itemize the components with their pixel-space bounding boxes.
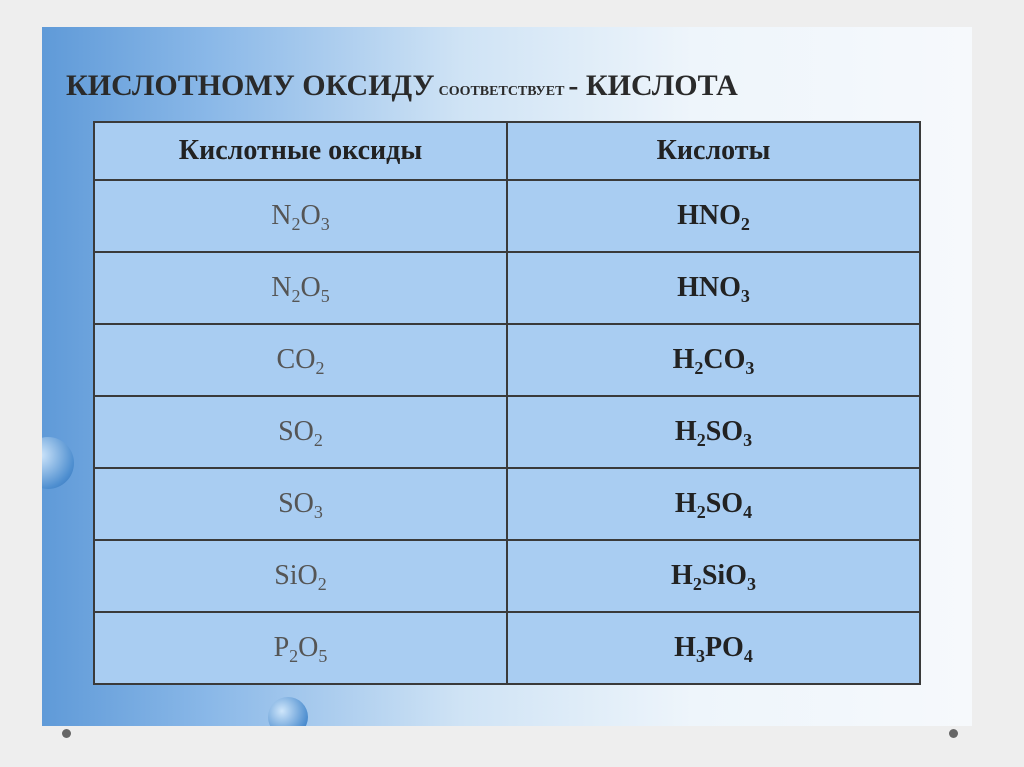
formula-text: SO: [705, 488, 744, 519]
formula-text: SO: [705, 416, 744, 447]
formula-text: HNO: [677, 200, 741, 231]
formula-subscript: 3: [313, 502, 323, 522]
formula-subscript: 5: [320, 286, 330, 306]
formula-text: H: [674, 488, 697, 519]
formula-text: SO: [278, 416, 314, 447]
oxides-acids-table: Кислотные оксиды Кислоты N2O3 HNO2 N2O5 HNO…: [93, 121, 921, 685]
formula-text: H: [674, 632, 696, 663]
formula-subscript: 2: [694, 358, 704, 378]
oxide-formula: P2O5: [93, 611, 508, 685]
formula-text: CO: [703, 344, 746, 375]
acid-formula: H3PO4: [506, 611, 921, 685]
table-row: P2O5 H3PO4: [93, 611, 921, 685]
slide: КИСЛОТНОМУ ОКСИДУ соответствует - КИСЛОТ…: [42, 27, 972, 726]
formula-text: HNO: [677, 272, 741, 303]
title-part1: КИСЛОТНОМУ ОКСИДУ: [66, 69, 435, 102]
acid-formula: H2SO3: [506, 395, 921, 469]
formula-text: N: [271, 272, 292, 303]
formula-subscript: 4: [743, 646, 753, 666]
formula-subscript: 3: [695, 646, 705, 666]
header-acids: Кислоты: [506, 121, 921, 181]
oxide-formula: SO2: [93, 395, 508, 469]
formula-subscript: 2: [315, 358, 325, 378]
acid-formula: H2SiO3: [506, 539, 921, 613]
formula-text: P: [273, 632, 290, 663]
formula-subscript: 2: [291, 286, 301, 306]
acid-formula: HNO2: [506, 179, 921, 253]
table-row: N2O3 HNO2: [93, 179, 921, 253]
title-part2: соответствует: [438, 78, 565, 100]
acid-formula: H2CO3: [506, 323, 921, 397]
formula-subscript: 3: [745, 358, 755, 378]
molecule-bubble-decoration: [42, 437, 74, 489]
formula-subscript: 3: [743, 430, 753, 450]
formula-subscript: 3: [320, 214, 330, 234]
acid-formula: H2SO4: [506, 467, 921, 541]
formula-subscript: 5: [318, 646, 328, 666]
oxide-formula: SiO2: [93, 539, 508, 613]
formula-text: O: [298, 632, 319, 663]
slide-corner-dot: [949, 729, 958, 738]
formula-subscript: 2: [696, 430, 706, 450]
formula-text: H: [674, 416, 697, 447]
formula-subscript: 2: [692, 574, 702, 594]
formula-subscript: 2: [289, 646, 299, 666]
formula-subscript: 2: [291, 214, 301, 234]
oxide-formula: CO2: [93, 323, 508, 397]
formula-text: CO: [276, 344, 316, 375]
formula-text: H: [672, 344, 695, 375]
formula-text: N: [271, 200, 292, 231]
table-row: CO2 H2CO3: [93, 323, 921, 397]
oxide-formula: N2O3: [93, 179, 508, 253]
formula-text: SO: [278, 488, 314, 519]
formula-subscript: 4: [743, 502, 753, 522]
table-row: N2O5 HNO3: [93, 251, 921, 325]
formula-subscript: 3: [740, 286, 750, 306]
slide-corner-dot: [62, 729, 71, 738]
formula-text: SiO: [274, 560, 318, 591]
title-part3: - КИСЛОТА: [568, 69, 738, 102]
formula-text: H: [671, 560, 693, 591]
molecule-bubble-decoration: [268, 697, 308, 726]
formula-subscript: 3: [746, 574, 756, 594]
table-header-row: Кислотные оксиды Кислоты: [93, 121, 921, 181]
formula-subscript: 2: [696, 502, 706, 522]
formula-text: O: [300, 200, 321, 231]
oxide-formula: SO3: [93, 467, 508, 541]
table-row: SO2 H2SO3: [93, 395, 921, 469]
formula-subscript: 2: [317, 574, 327, 594]
header-oxides: Кислотные оксиды: [93, 121, 508, 181]
formula-text: SiO: [701, 560, 747, 591]
table-row: SiO2 H2SiO3: [93, 539, 921, 613]
acid-formula: HNO3: [506, 251, 921, 325]
formula-subscript: 2: [740, 214, 750, 234]
table-row: SO3 H2SO4: [93, 467, 921, 541]
formula-text: O: [300, 272, 321, 303]
formula-text: PO: [704, 632, 744, 663]
formula-subscript: 2: [313, 430, 323, 450]
slide-title: КИСЛОТНОМУ ОКСИДУ соответствует - КИСЛОТ…: [66, 69, 738, 103]
oxide-formula: N2O5: [93, 251, 508, 325]
